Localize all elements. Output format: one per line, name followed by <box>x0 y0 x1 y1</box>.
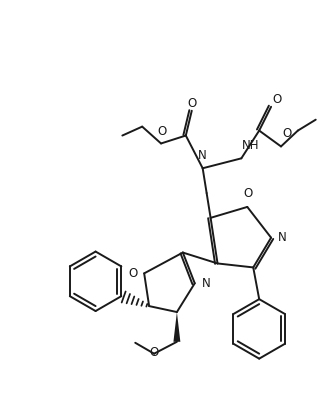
Polygon shape <box>173 312 180 342</box>
Text: O: O <box>282 127 291 140</box>
Text: N: N <box>202 277 211 290</box>
Text: N: N <box>278 231 287 244</box>
Text: O: O <box>149 346 159 359</box>
Text: N: N <box>198 149 207 162</box>
Text: O: O <box>272 93 281 106</box>
Text: O: O <box>187 97 196 110</box>
Text: O: O <box>244 187 253 200</box>
Text: O: O <box>157 125 167 138</box>
Text: O: O <box>128 267 137 280</box>
Text: NH: NH <box>242 139 260 152</box>
